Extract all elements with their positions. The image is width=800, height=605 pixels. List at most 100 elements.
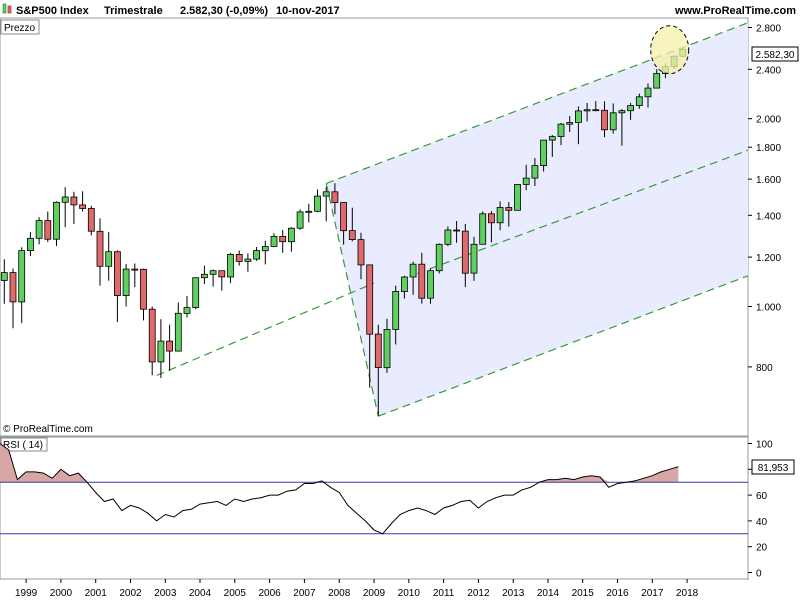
price-tick-label: 2.800 — [756, 24, 781, 35]
candle-up — [548, 136, 556, 141]
price-axis: 800 1.000 1.200 1.400 1.600 1.800 2.000 2.400 2.… — [748, 24, 781, 374]
price-tick-label: 1.000 — [756, 303, 781, 314]
year-tick-label: 2005 — [224, 588, 247, 599]
candle-up — [244, 258, 252, 262]
rsi-tick-label: 40 — [756, 517, 768, 528]
price-tick-label: 1.800 — [756, 143, 781, 154]
candle-up — [444, 229, 452, 245]
candle-up — [314, 195, 321, 212]
candle-down — [453, 229, 461, 232]
candle-down — [418, 263, 426, 299]
last-price-label: 2.582,30 — [756, 50, 795, 61]
year-tick-label: 2008 — [328, 588, 351, 599]
highlight-layer — [650, 25, 690, 75]
candle-up — [557, 123, 565, 137]
rsi-panel-label: RSI ( 14) — [3, 440, 43, 451]
rsi-tick-label: 20 — [756, 543, 768, 554]
candle-up — [618, 110, 626, 114]
support-trend-line — [156, 282, 375, 377]
candle-up — [200, 273, 208, 279]
candle-up — [261, 246, 269, 252]
rsi-tick-label: 60 — [756, 491, 768, 502]
year-tick-label: 2002 — [119, 588, 142, 599]
year-tick-label: 2010 — [398, 588, 421, 599]
candle-up — [531, 165, 539, 179]
candle-up — [287, 227, 295, 243]
candle-down — [44, 220, 52, 240]
last-rsi-label: 81,953 — [758, 463, 789, 474]
year-tick-label: 2003 — [154, 588, 177, 599]
rsi-overbought-fill — [0, 443, 679, 483]
candle-down — [114, 251, 121, 296]
candle-down — [87, 207, 95, 232]
candle-up — [522, 177, 530, 185]
candle-up — [227, 253, 234, 278]
candle-up — [322, 191, 330, 197]
candle-down — [70, 196, 78, 206]
header-symbol: S&P500 Index — [16, 5, 90, 17]
year-tick-label: 2016 — [606, 588, 629, 599]
candle-icon-down — [7, 5, 12, 14]
candle-up — [479, 213, 487, 245]
candle-down — [331, 191, 339, 203]
candle-up — [192, 277, 200, 308]
candle-up — [253, 250, 261, 260]
channel-fill — [326, 22, 748, 417]
price-tick-label: 800 — [756, 363, 773, 374]
candle-up — [627, 105, 634, 112]
header-date: 10-nov-2017 — [276, 5, 340, 17]
year-tick-label: 2001 — [85, 588, 108, 599]
candle-up — [435, 243, 443, 272]
year-tick-label: 2018 — [676, 588, 699, 599]
price-tick-label: 1.600 — [756, 175, 781, 186]
candle-down — [79, 204, 86, 209]
candle-up — [514, 183, 521, 211]
candle-up — [105, 251, 113, 267]
candle-down — [505, 207, 513, 211]
candle-down — [487, 213, 495, 224]
rsi-panel — [0, 436, 749, 580]
price-panel-label: Prezzo — [4, 23, 36, 34]
candle-up — [296, 211, 304, 229]
candle-up — [427, 270, 434, 299]
candle-up — [583, 109, 591, 112]
header-quote: 2.582,30 (-0,09%) — [180, 5, 268, 17]
candle-down — [166, 340, 174, 352]
candle-up — [383, 328, 391, 369]
price-tick-label: 1.200 — [756, 253, 781, 264]
candle-up — [0, 272, 8, 281]
candle-up — [496, 207, 504, 224]
price-tick-label: 2.000 — [756, 115, 781, 126]
candle-up — [392, 291, 400, 330]
candle-down — [235, 253, 243, 262]
year-tick-label: 2000 — [50, 588, 73, 599]
candle-up — [53, 201, 60, 240]
candle-down — [96, 230, 104, 267]
header: S&P500 Index Trimestrale 2.582,30 (-0,09… — [2, 3, 796, 17]
rsi-tick-label: 100 — [756, 440, 773, 451]
candle-up — [540, 139, 547, 167]
candle-up — [653, 73, 661, 89]
candle-up — [174, 312, 182, 352]
candle-down — [357, 239, 365, 266]
header-site[interactable]: www.ProRealTime.com — [674, 5, 796, 17]
candle-down — [592, 109, 600, 112]
candle-up — [609, 112, 617, 131]
year-tick-label: 2009 — [363, 588, 386, 599]
candle-up — [575, 110, 582, 123]
last-price-badge — [751, 46, 799, 62]
year-tick-label: 1999 — [15, 588, 38, 599]
candle-down — [279, 235, 287, 243]
candle-down — [131, 268, 139, 271]
candle-up — [635, 96, 643, 107]
year-tick-label: 2017 — [641, 588, 664, 599]
year-tick-label: 2006 — [258, 588, 281, 599]
candle-down — [601, 109, 608, 131]
candle-up — [270, 235, 278, 247]
last-rsi-badge — [751, 459, 795, 475]
candle-up — [61, 196, 69, 203]
header-period: Trimestrale — [104, 5, 163, 17]
price-tick-label: 1.400 — [756, 211, 781, 222]
year-tick-label: 2012 — [467, 588, 490, 599]
